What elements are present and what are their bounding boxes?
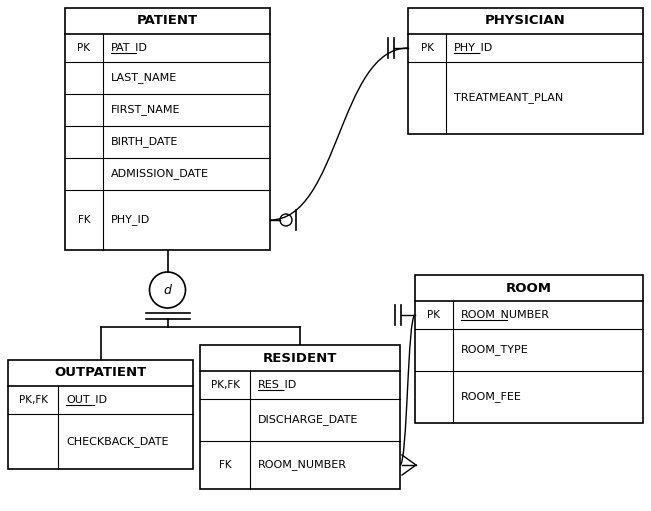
Text: RESIDENT: RESIDENT: [263, 352, 337, 364]
Bar: [408, 8, 643, 134]
Bar: [415, 275, 643, 423]
Text: PK,FK: PK,FK: [18, 395, 48, 405]
Text: FK: FK: [77, 215, 90, 225]
Text: ROOM_TYPE: ROOM_TYPE: [461, 344, 529, 356]
Text: OUT_ID: OUT_ID: [66, 394, 107, 405]
Bar: [65, 8, 270, 250]
Text: BIRTH_DATE: BIRTH_DATE: [111, 136, 178, 148]
Text: OUTPATIENT: OUTPATIENT: [55, 366, 146, 380]
Text: RES_ID: RES_ID: [258, 380, 298, 390]
Bar: [200, 345, 400, 489]
Text: PK: PK: [77, 43, 90, 53]
Text: FIRST_NAME: FIRST_NAME: [111, 105, 180, 115]
Text: d: d: [163, 284, 171, 296]
Text: PAT_ID: PAT_ID: [111, 42, 148, 54]
Text: PHY_ID: PHY_ID: [454, 42, 493, 54]
Text: CHECKBACK_DATE: CHECKBACK_DATE: [66, 436, 169, 447]
Text: FK: FK: [219, 460, 231, 470]
Text: TREATMEANT_PLAN: TREATMEANT_PLAN: [454, 92, 563, 103]
Text: PK: PK: [421, 43, 434, 53]
Text: PK,FK: PK,FK: [210, 380, 240, 390]
Text: PHY_ID: PHY_ID: [111, 215, 150, 225]
Text: ROOM: ROOM: [506, 282, 552, 294]
Text: PHYSICIAN: PHYSICIAN: [485, 14, 566, 28]
Text: PK: PK: [428, 310, 441, 320]
Text: ROOM_NUMBER: ROOM_NUMBER: [461, 310, 550, 320]
Text: DISCHARGE_DATE: DISCHARGE_DATE: [258, 414, 358, 426]
Text: ROOM_FEE: ROOM_FEE: [461, 391, 522, 403]
Bar: [8, 360, 193, 469]
Text: ROOM_NUMBER: ROOM_NUMBER: [258, 459, 347, 471]
Text: PATIENT: PATIENT: [137, 14, 198, 28]
Text: LAST_NAME: LAST_NAME: [111, 73, 177, 83]
Text: ADMISSION_DATE: ADMISSION_DATE: [111, 169, 209, 179]
